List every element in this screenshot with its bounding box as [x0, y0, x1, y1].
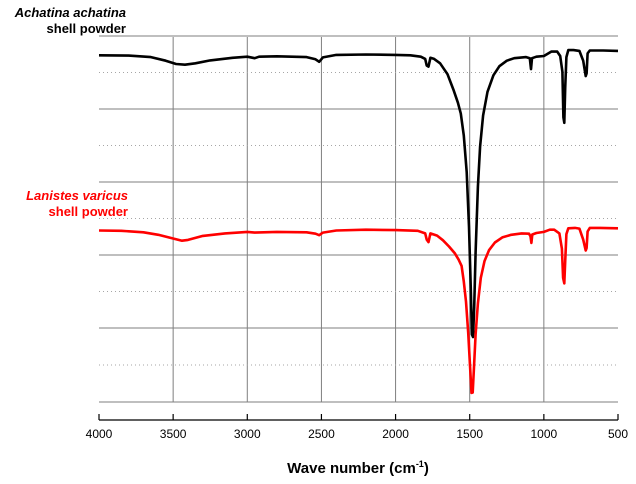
series-line-achatina [98, 48, 619, 339]
x-tick-label: 2000 [382, 427, 409, 441]
x-tick-labels: 4000 3500 3000 2500 2000 1500 1000 500 [86, 427, 629, 441]
legend-red-series: Lanistes varicus shell powder [6, 188, 128, 220]
x-tick-label: 3000 [234, 427, 261, 441]
series-black-species: Achatina achatina [14, 5, 126, 20]
x-tick-label: 3500 [160, 427, 187, 441]
series-red-descriptor: shell powder [48, 204, 128, 219]
grid-lines [99, 35, 618, 403]
x-axis [98, 414, 619, 421]
series-red-species: Lanistes varicus [26, 188, 128, 203]
x-tick-label: 4000 [86, 427, 113, 441]
series-line-lanistes [98, 226, 619, 395]
x-tick-label: 500 [608, 427, 628, 441]
series-black-descriptor: shell powder [46, 21, 126, 36]
x-tick-label: 1000 [531, 427, 558, 441]
x-axis-title: Wave number (cm-1) [287, 459, 429, 477]
spectra [98, 48, 619, 395]
legend-black-series: Achatina achatina shell powder [10, 5, 126, 37]
x-tick-label: 2500 [308, 427, 335, 441]
x-tick-label: 1500 [456, 427, 483, 441]
